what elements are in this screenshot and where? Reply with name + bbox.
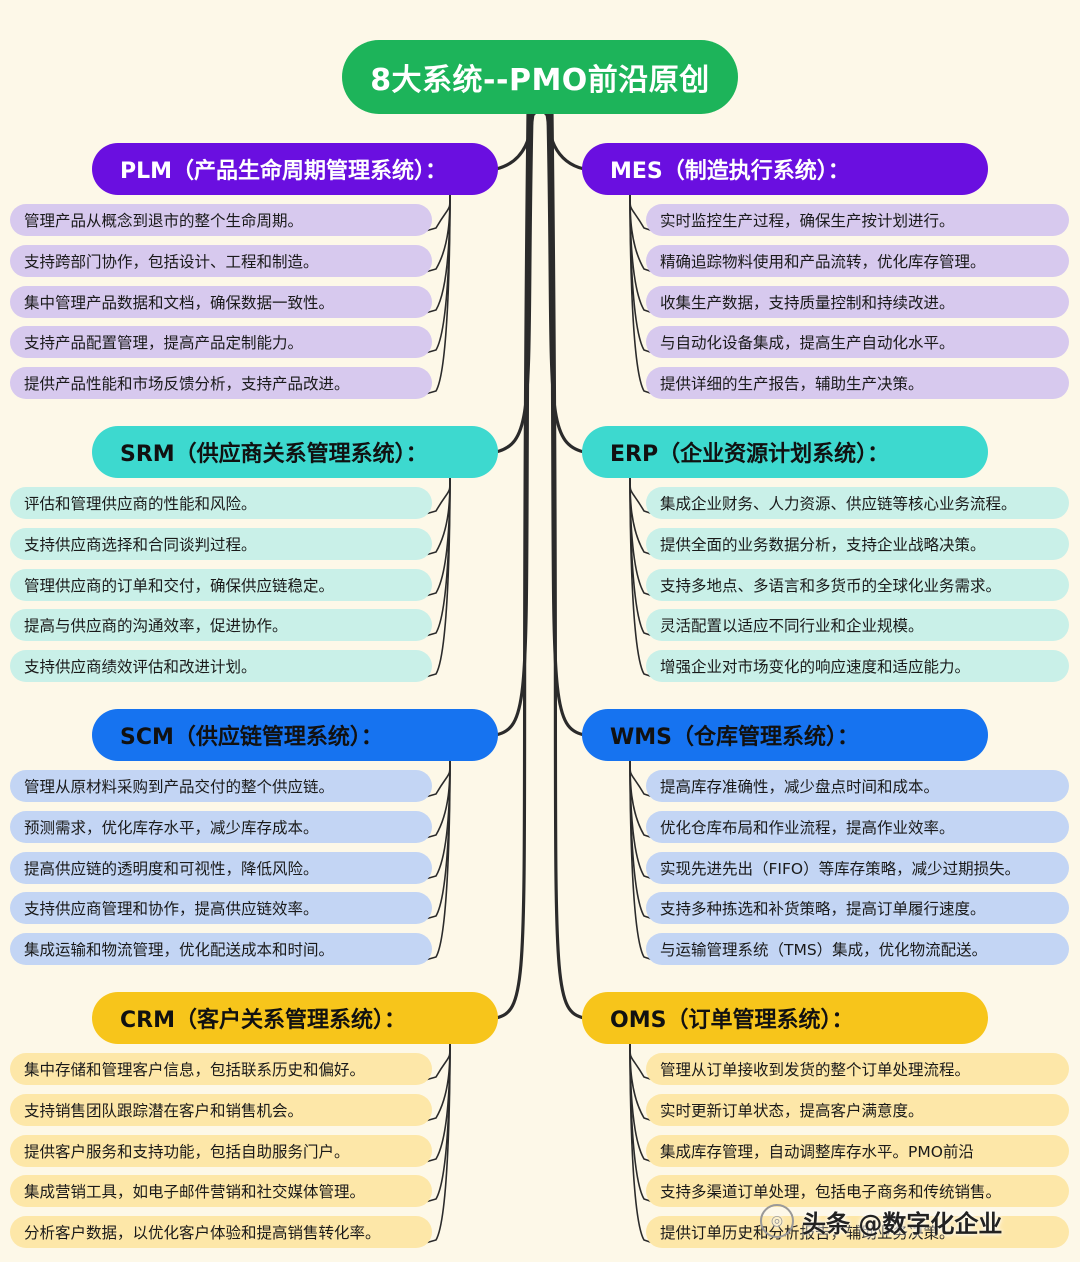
list-item: 集中存储和管理客户信息，包括联系历史和偏好。: [10, 1053, 432, 1085]
branch-header-mes: MES（制造执行系统）：: [582, 143, 988, 195]
list-item: 实时监控生产过程，确保生产按计划进行。: [646, 204, 1069, 236]
branch-header-scm: SCM（供应链管理系统）：: [92, 709, 498, 761]
list-item: 支持产品配置管理，提高产品定制能力。: [10, 326, 432, 358]
list-item: 管理供应商的订单和交付，确保供应链稳定。: [10, 569, 432, 601]
list-item: 评估和管理供应商的性能和风险。: [10, 487, 432, 519]
list-item: 支持多渠道订单处理，包括电子商务和传统销售。: [646, 1175, 1069, 1207]
list-item: 提高供应链的透明度和可视性，降低风险。: [10, 852, 432, 884]
list-item: 支持供应商管理和协作，提高供应链效率。: [10, 892, 432, 924]
branch-header-wms: WMS（仓库管理系统）：: [582, 709, 988, 761]
branch-header-erp: ERP（企业资源计划系统）：: [582, 426, 988, 478]
list-item: 管理从订单接收到发货的整个订单处理流程。: [646, 1053, 1069, 1085]
list-item: 分析客户数据，以优化客户体验和提高销售转化率。: [10, 1216, 432, 1248]
connector-line: [494, 112, 530, 1020]
watermark-text: 头条 @数字化企业: [802, 1209, 1003, 1238]
list-item: 与运输管理系统（TMS）集成，优化物流配送。: [646, 933, 1069, 965]
connector-line: [548, 112, 586, 737]
list-item: 支持销售团队跟踪潜在客户和销售机会。: [10, 1094, 432, 1126]
list-item: 集成库存管理，自动调整库存水平。PMO前沿: [646, 1135, 1069, 1167]
list-item: 收集生产数据，支持质量控制和持续改进。: [646, 286, 1069, 318]
list-item: 预测需求，优化库存水平，减少库存成本。: [10, 811, 432, 843]
list-item: 管理产品从概念到退市的整个生命周期。: [10, 204, 432, 236]
list-item: 提高与供应商的沟通效率，促进协作。: [10, 609, 432, 641]
connector-line: [494, 112, 534, 454]
list-item: 提供全面的业务数据分析，支持企业战略决策。: [646, 528, 1069, 560]
list-item: 提供产品性能和市场反馈分析，支持产品改进。: [10, 367, 432, 399]
watermark: ◎ 头条 @数字化企业: [760, 1196, 1002, 1246]
list-item: 优化仓库布局和作业流程，提高作业效率。: [646, 811, 1069, 843]
list-item: 精确追踪物料使用和产品流转，优化库存管理。: [646, 245, 1069, 277]
list-item: 支持跨部门协作，包括设计、工程和制造。: [10, 245, 432, 277]
list-item: 支持供应商选择和合同谈判过程。: [10, 528, 432, 560]
list-item: 增强企业对市场变化的响应速度和适应能力。: [646, 650, 1069, 682]
list-item: 提高库存准确性，减少盘点时间和成本。: [646, 770, 1069, 802]
list-item: 管理从原材料采购到产品交付的整个供应链。: [10, 770, 432, 802]
root-title: 8大系统--PMO前沿原创: [342, 40, 738, 114]
wechat-icon: ◎: [760, 1204, 794, 1238]
list-item: 支持多地点、多语言和多货币的全球化业务需求。: [646, 569, 1069, 601]
branch-header-oms: OMS（订单管理系统）：: [582, 992, 988, 1044]
connector-line: [550, 112, 586, 1020]
connector-line: [544, 112, 586, 171]
list-item: 与自动化设备集成，提高生产自动化水平。: [646, 326, 1069, 358]
list-item: 提供订单历史和分析报告，辅助业务决策。: [646, 1216, 1069, 1248]
list-item: 实现先进先出（FIFO）等库存策略，减少过期损失。: [646, 852, 1069, 884]
list-item: 灵活配置以适应不同行业和企业规模。: [646, 609, 1069, 641]
connector-line: [494, 112, 536, 171]
list-item: 提供客户服务和支持功能，包括自助服务门户。: [10, 1135, 432, 1167]
connector-line: [494, 112, 532, 737]
list-item: 提供详细的生产报告，辅助生产决策。: [646, 367, 1069, 399]
list-item: 集成营销工具，如电子邮件营销和社交媒体管理。: [10, 1175, 432, 1207]
list-item: 支持供应商绩效评估和改进计划。: [10, 650, 432, 682]
list-item: 集中管理产品数据和文档，确保数据一致性。: [10, 286, 432, 318]
branch-header-plm: PLM（产品生命周期管理系统）：: [92, 143, 498, 195]
list-item: 集成运输和物流管理，优化配送成本和时间。: [10, 933, 432, 965]
branch-header-crm: CRM（客户关系管理系统）：: [92, 992, 498, 1044]
list-item: 支持多种拣选和补货策略，提高订单履行速度。: [646, 892, 1069, 924]
connector-line: [546, 112, 586, 454]
branch-header-srm: SRM（供应商关系管理系统）：: [92, 426, 498, 478]
list-item: 实时更新订单状态，提高客户满意度。: [646, 1094, 1069, 1126]
list-item: 集成企业财务、人力资源、供应链等核心业务流程。: [646, 487, 1069, 519]
